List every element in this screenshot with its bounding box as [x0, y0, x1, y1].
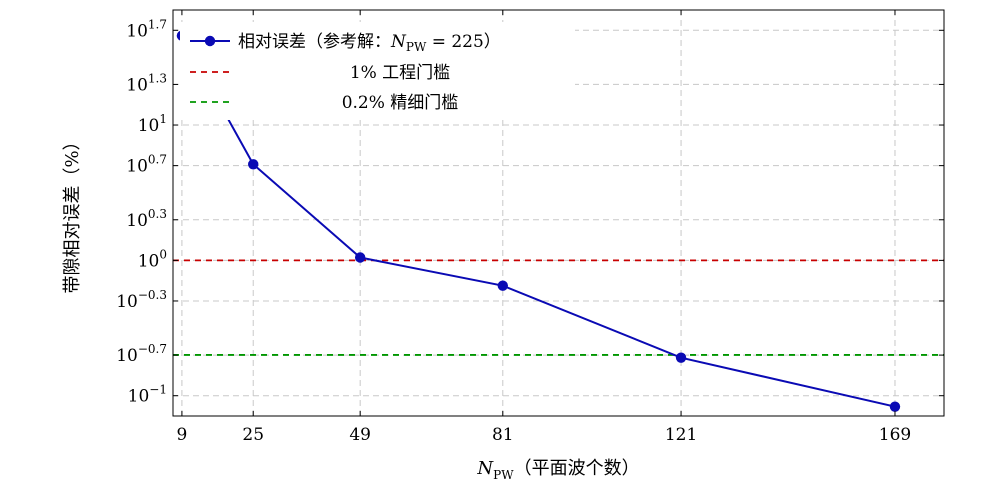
y-tick-label: 100.7 [126, 153, 167, 177]
plot-frame [172, 9, 945, 417]
y-tick-label: 101.7 [126, 17, 167, 41]
legend-threshold-label: 0.2% 精细门槛 [342, 93, 459, 113]
data-point [354, 252, 366, 263]
x-axis-ticks: 9 25 49 81 121 169 [176, 10, 911, 445]
legend-series-marker [204, 35, 216, 47]
data-point [889, 401, 901, 412]
y-tick-label: 100.3 [126, 207, 167, 231]
x-tick-label: 25 [242, 425, 264, 445]
x-axis-label-sub: PW [493, 468, 514, 482]
threshold-layer [173, 259, 944, 356]
x-tick-label: 81 [492, 425, 514, 445]
y-tick-label: 100 [138, 247, 167, 271]
legend-series-label: 相对误差（参考解：NPW = 225） [238, 32, 501, 54]
data-point [675, 352, 687, 363]
legend: 相对误差（参考解：NPW = 225） 1% 工程门槛 0.2% 精细门槛 [180, 22, 575, 120]
x-axis-label-rest: （平面波个数） [514, 458, 640, 479]
x-tick-label: 121 [665, 425, 697, 445]
legend-threshold-label: 1% 工程门槛 [350, 63, 450, 83]
y-tick-label: 10−0.3 [116, 288, 167, 312]
data-point [248, 159, 259, 170]
x-axis-label: NPW（平面波个数） [476, 458, 639, 482]
y-tick-label: 101.3 [126, 71, 167, 95]
series-line [181, 35, 896, 408]
y-axis-ticks: 10−1 10−0.7 10−0.3 100 100.3 100.7 101 101.3 101… [116, 17, 944, 407]
x-tick-label: 169 [879, 425, 911, 445]
y-tick-label: 101 [138, 112, 167, 136]
x-tick-label: 9 [176, 425, 187, 445]
data-point [497, 280, 508, 291]
y-tick-label: 10−1 [128, 383, 167, 407]
legend-box [180, 22, 575, 120]
y-axis-label: 带隙相对误差（%） [62, 132, 83, 293]
x-tick-label: 49 [349, 425, 371, 445]
y-tick-label: 10−0.7 [116, 342, 167, 366]
x-axis-label-main: N [476, 458, 494, 479]
